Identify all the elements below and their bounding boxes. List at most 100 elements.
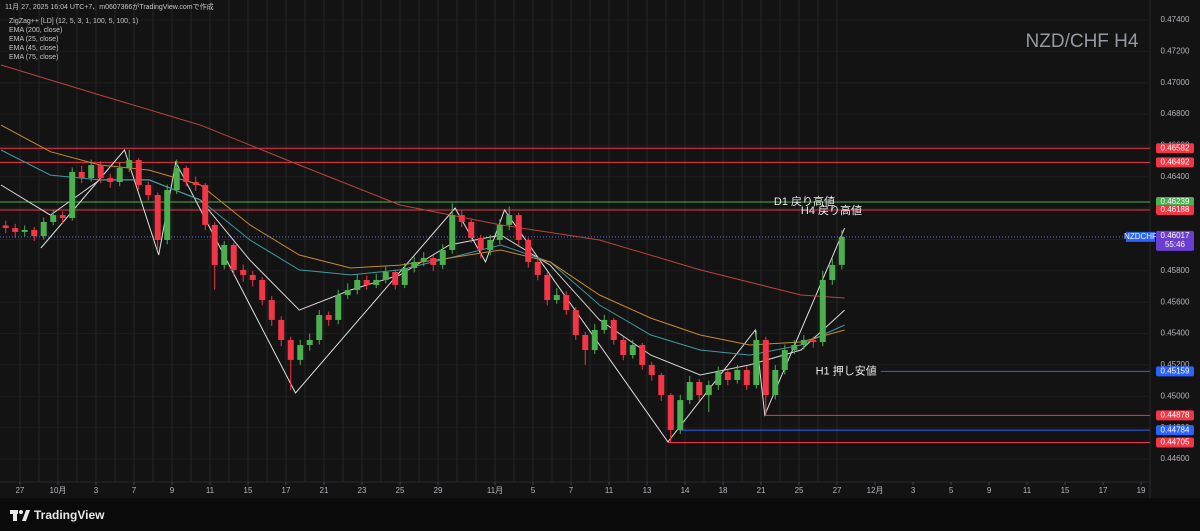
- ema-line: [0, 64, 845, 299]
- candle-body: [477, 237, 484, 251]
- candle-body: [781, 350, 788, 370]
- x-tick-label: 11: [605, 486, 614, 495]
- candle-body: [373, 279, 380, 285]
- candle-body: [12, 228, 19, 232]
- candle-body: [107, 178, 114, 182]
- x-tick-label: 15: [1061, 486, 1070, 495]
- symbol-box: [1126, 231, 1155, 242]
- level-value: 0.46582: [1161, 143, 1190, 152]
- candle-body: [677, 400, 684, 430]
- x-tick-label: 21: [757, 486, 766, 495]
- level-value: 0.46239: [1161, 197, 1190, 206]
- candle-body: [534, 261, 541, 275]
- x-tick-label: 3: [94, 486, 99, 495]
- candle-body: [183, 168, 190, 182]
- y-tick-label: 0.45200: [1161, 360, 1190, 369]
- level-box: [1156, 410, 1194, 421]
- candle-body: [287, 340, 294, 360]
- candle-body: [135, 160, 142, 185]
- candle-body: [40, 221, 47, 237]
- candle-body: [335, 295, 342, 320]
- candle-body: [620, 340, 627, 356]
- candle-body: [278, 319, 285, 341]
- level-box: [1156, 157, 1194, 168]
- x-tick-label: 3: [911, 486, 916, 495]
- y-tick-label: 0.45000: [1161, 391, 1190, 400]
- candle-body: [164, 189, 171, 240]
- candle-body: [325, 315, 332, 320]
- candle-body: [762, 340, 769, 396]
- chart-title: NZD/CHF H4: [1026, 31, 1139, 52]
- candle-body: [145, 184, 152, 195]
- candle-body: [791, 345, 798, 351]
- candle-body: [819, 279, 826, 343]
- candle-body: [515, 215, 522, 240]
- level-box: [1156, 437, 1194, 448]
- candle-body: [734, 369, 741, 380]
- y-tick-label: 0.46400: [1161, 172, 1190, 181]
- candle-body: [50, 215, 57, 222]
- candle-body: [715, 371, 722, 386]
- candles: [2, 149, 845, 443]
- candle-body: [173, 168, 180, 190]
- x-tick-label: 15: [244, 486, 253, 495]
- x-tick-label: 11月: [487, 486, 503, 495]
- candle-body: [496, 224, 503, 240]
- x-tick-label: 17: [282, 486, 291, 495]
- legend-entry: EMA (200, close): [9, 27, 62, 34]
- candle-body: [382, 271, 389, 280]
- y-tick-label: 0.47000: [1161, 78, 1190, 87]
- candle-body: [363, 279, 370, 285]
- candle-body: [525, 239, 532, 262]
- y-tick-label: 0.45600: [1161, 297, 1190, 306]
- candle-body: [420, 258, 427, 262]
- candle-body: [78, 171, 85, 179]
- candle-body: [116, 168, 123, 182]
- logo-stem: [13, 510, 17, 521]
- candle-body: [553, 295, 560, 301]
- candle-body: [506, 215, 513, 225]
- candle-body: [97, 165, 104, 179]
- candle-body: [401, 268, 408, 285]
- candle-body: [629, 345, 636, 356]
- symbol-label: NZDCHF: [1124, 232, 1157, 241]
- x-tick-label: 25: [396, 486, 405, 495]
- x-tick-label: 29: [434, 486, 443, 495]
- x-tick-label: 25: [795, 486, 804, 495]
- candle-body: [344, 289, 351, 296]
- candle-body: [487, 239, 494, 251]
- candle-body: [838, 236, 845, 265]
- level-value: 0.44705: [1161, 438, 1190, 447]
- candle-body: [658, 374, 665, 396]
- x-tick-label: 7: [569, 486, 574, 495]
- x-tick-label: 11: [206, 486, 215, 495]
- candle-body: [69, 171, 76, 219]
- brand: TradingView: [34, 508, 105, 522]
- candle-body: [154, 194, 161, 240]
- x-tick-label: 5: [949, 486, 954, 495]
- level-box: [1156, 425, 1194, 436]
- level-box: [1156, 197, 1194, 208]
- x-tick-label: 21: [320, 486, 329, 495]
- candle-body: [639, 345, 646, 365]
- last-price-value: 0.46017: [1161, 231, 1190, 240]
- candle-body: [259, 279, 266, 301]
- x-tick-label: 27: [15, 486, 24, 495]
- footer-background: [0, 498, 1200, 531]
- candle-body: [268, 300, 275, 320]
- x-tick-label: 14: [681, 486, 690, 495]
- x-tick-label: 17: [1099, 486, 1108, 495]
- logo: [10, 510, 30, 521]
- candle-body: [563, 295, 570, 311]
- x-tick-label: 27: [833, 486, 842, 495]
- candle-body: [705, 385, 712, 396]
- candle-body: [2, 225, 9, 229]
- x-tick-label: 12月: [867, 486, 884, 495]
- logo-slash: [22, 510, 30, 521]
- candle-body: [411, 261, 418, 269]
- candle-body: [306, 340, 313, 346]
- x-tick-label: 23: [358, 486, 367, 495]
- level-box: [1156, 143, 1194, 154]
- legend-entry: ZigZag++ [LD] (12, 5, 3, 1, 100, 5, 100,…: [9, 18, 138, 25]
